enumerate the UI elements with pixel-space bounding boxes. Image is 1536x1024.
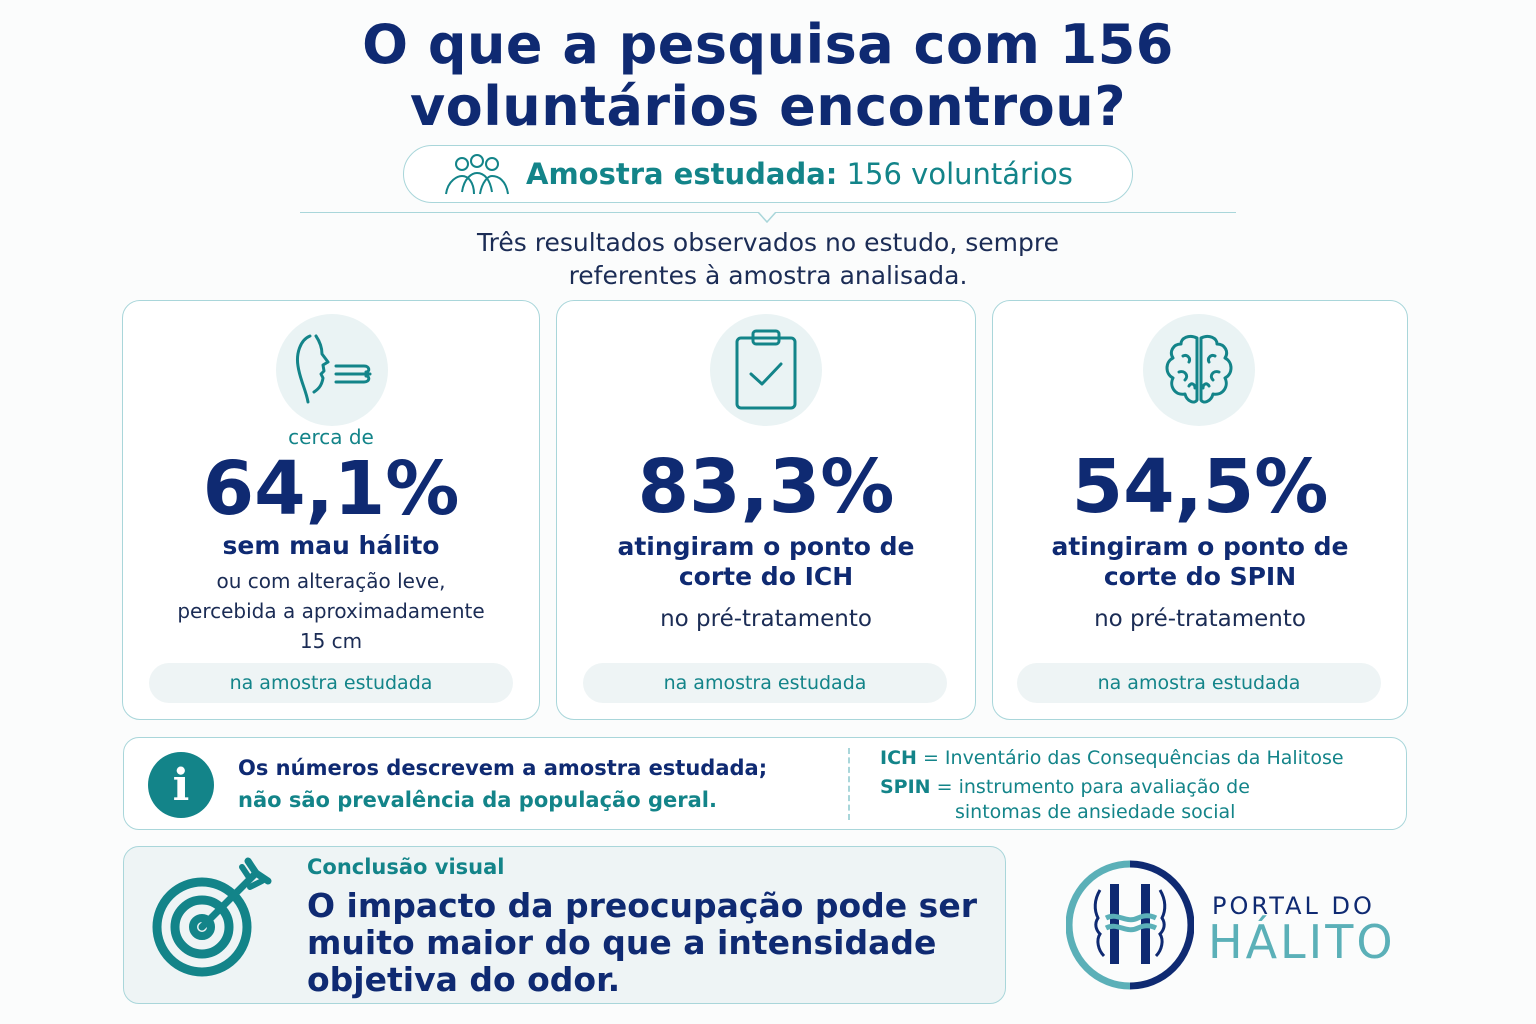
logo-text-bottom: HÁLITO: [1208, 915, 1396, 969]
sample-note: na amostra estudada: [583, 663, 947, 703]
disclaimer-line-1: Os números descrevem a amostra estudada;: [238, 756, 768, 780]
page-title: O que a pesquisa com 156 voluntários enc…: [0, 14, 1536, 138]
icon-circle: [710, 314, 822, 426]
result-description: ou com alteração leve, percebida a aprox…: [177, 569, 485, 653]
subtitle-line-2: referentes à amostra analisada.: [568, 261, 968, 290]
sample-note: na amostra estudada: [149, 663, 513, 703]
conclusion-label: Conclusão visual: [307, 855, 505, 879]
glossary-ich: ICH = Inventário das Consequências da Ha…: [880, 747, 1344, 769]
brain-icon: [1165, 334, 1233, 404]
divider-notch: [758, 212, 776, 224]
result-description: no pré-tratamento: [1094, 606, 1306, 632]
result-card-spin: 54,5% atingiram o ponto de corte do SPIN…: [992, 300, 1408, 720]
conclusion-box: Conclusão visual O impacto da preocupaçã…: [123, 846, 1006, 1004]
result-card-ich: 83,3% atingiram o ponto de corte do ICH …: [556, 300, 976, 720]
result-card-halitosis: cerca de 64,1% sem mau hálito ou com alt…: [122, 300, 540, 720]
sample-value: 156 voluntários: [846, 157, 1073, 191]
result-headline: atingiram o ponto de corte do ICH: [617, 532, 915, 591]
icon-circle: [276, 314, 388, 426]
sample-label: Amostra estudada:: [526, 157, 838, 191]
info-icon: i: [148, 752, 214, 818]
subtitle-line-1: Três resultados observados no estudo, se…: [477, 228, 1059, 257]
title-line-1: O que a pesquisa com 156: [362, 13, 1174, 76]
conclusion-text: O impacto da preocupação pode ser muito …: [307, 886, 977, 999]
people-group-icon: [445, 154, 509, 195]
result-headline: sem mau hálito: [222, 531, 440, 560]
result-headline: atingiram o ponto de corte do SPIN: [1051, 532, 1349, 591]
title-line-2: voluntários encontrou?: [409, 75, 1127, 138]
face-breath-icon: [296, 334, 372, 404]
kicker-text: cerca de: [288, 425, 374, 449]
icon-circle: [1143, 314, 1255, 426]
subtitle: Três resultados observados no estudo, se…: [0, 226, 1536, 292]
logo-text-top: PORTAL DO: [1212, 892, 1375, 920]
percentage-value: 64,1%: [202, 446, 460, 532]
portal-do-halito-logo: [1066, 860, 1194, 990]
sample-note: na amostra estudada: [1017, 663, 1381, 703]
glossary-spin-continuation: sintomas de ansiedade social: [955, 801, 1236, 823]
dashed-divider: [848, 748, 850, 820]
sample-disclaimer-box: i Os números descrevem a amostra estudad…: [123, 737, 1407, 830]
glossary-spin: SPIN = instrumento para avaliação de: [880, 776, 1250, 798]
disclaimer-line-2: não são prevalência da população geral.: [238, 788, 717, 812]
sample-size-badge: Amostra estudada: 156 voluntários: [403, 145, 1133, 203]
result-description: no pré-tratamento: [660, 606, 872, 632]
percentage-value: 83,3%: [637, 444, 895, 530]
clipboard-check-icon: [735, 329, 797, 410]
percentage-value: 54,5%: [1071, 444, 1329, 530]
target-arrow-icon: [152, 857, 272, 977]
